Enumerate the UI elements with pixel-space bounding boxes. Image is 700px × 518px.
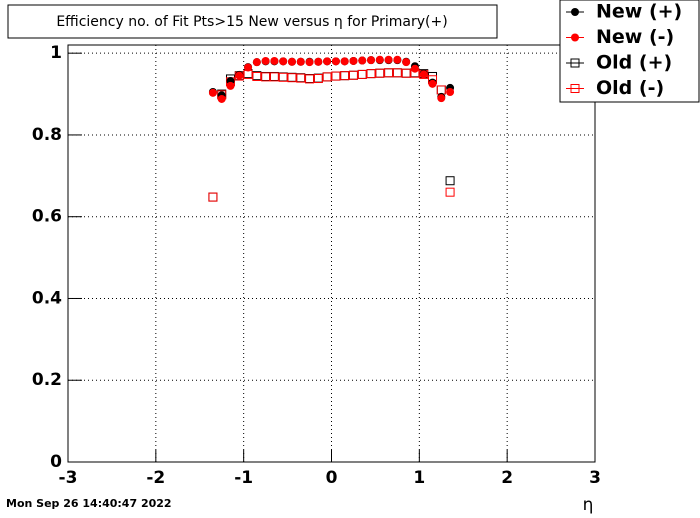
point (252, 71, 262, 81)
legend-label: Old (+) (596, 52, 672, 74)
point (296, 57, 305, 66)
x-tick-label: 3 (589, 468, 601, 488)
point (287, 57, 296, 66)
point (445, 176, 455, 186)
y-tick-label: 0.8 (32, 125, 62, 145)
y-tick-label: 0.6 (32, 207, 62, 227)
legend-label: Old (-) (596, 77, 664, 99)
point (367, 56, 376, 65)
timestamp: Mon Sep 26 14:40:47 2022 (6, 497, 172, 510)
point (322, 72, 332, 82)
point (392, 68, 402, 78)
y-tick-label: 0.4 (32, 288, 62, 308)
y-tick-label: 0.2 (32, 370, 62, 390)
legend-marker (570, 84, 580, 93)
point (340, 71, 350, 81)
y-tick-label: 0 (50, 452, 62, 472)
x-tick-label: 2 (501, 468, 513, 488)
chart-title: Efficiency no. of Fit Pts>15 New versus … (56, 14, 447, 30)
legend-marker (571, 33, 579, 42)
point (384, 68, 394, 78)
point (357, 69, 367, 79)
legend-marker (571, 8, 579, 16)
point (366, 69, 376, 79)
point (323, 57, 332, 66)
title-box (7, 4, 498, 39)
point (437, 94, 446, 103)
x-axis-label: η (583, 495, 594, 514)
point (278, 72, 288, 82)
point (331, 57, 340, 66)
point (261, 72, 271, 82)
point (313, 74, 323, 84)
legend-box (559, 0, 700, 103)
point (217, 94, 226, 103)
point (208, 192, 218, 202)
point (296, 73, 306, 83)
point (348, 70, 358, 80)
x-tick-label: -2 (146, 468, 165, 488)
point (208, 88, 217, 97)
point (235, 71, 244, 80)
point (252, 58, 261, 67)
point (244, 63, 253, 72)
point (410, 64, 419, 73)
legend-label: New (+) (596, 1, 682, 23)
point (270, 56, 279, 65)
point (428, 79, 437, 88)
point (446, 88, 455, 97)
point (358, 56, 367, 65)
legend-label: New (-) (596, 26, 674, 48)
point (401, 68, 411, 78)
point (261, 56, 270, 65)
point (419, 70, 428, 79)
axes-layer: -3 -2 -1 0 1 2 3 0 0.2 0.4 0.6 0.8 1 (32, 43, 601, 488)
point (305, 58, 314, 67)
point (375, 68, 385, 78)
point (340, 57, 349, 66)
point (305, 74, 315, 84)
x-tick-label: 0 (326, 468, 338, 488)
x-tick-label: -3 (59, 468, 78, 488)
point (393, 55, 402, 64)
point (375, 55, 384, 64)
point (331, 71, 341, 81)
legend: New (+) New (-) Old (+) Old (-) (559, 0, 700, 103)
point (384, 55, 393, 64)
point (314, 57, 323, 66)
point (402, 58, 411, 67)
point (445, 187, 455, 197)
point (226, 81, 235, 90)
point (287, 73, 297, 83)
point (279, 57, 288, 66)
legend-marker (570, 58, 580, 68)
x-tick-label: -1 (234, 468, 253, 488)
y-tick-label: 1 (50, 43, 62, 63)
point (349, 56, 358, 65)
point (269, 72, 279, 82)
x-tick-label: 1 (413, 468, 425, 488)
marks-layer (208, 55, 455, 202)
